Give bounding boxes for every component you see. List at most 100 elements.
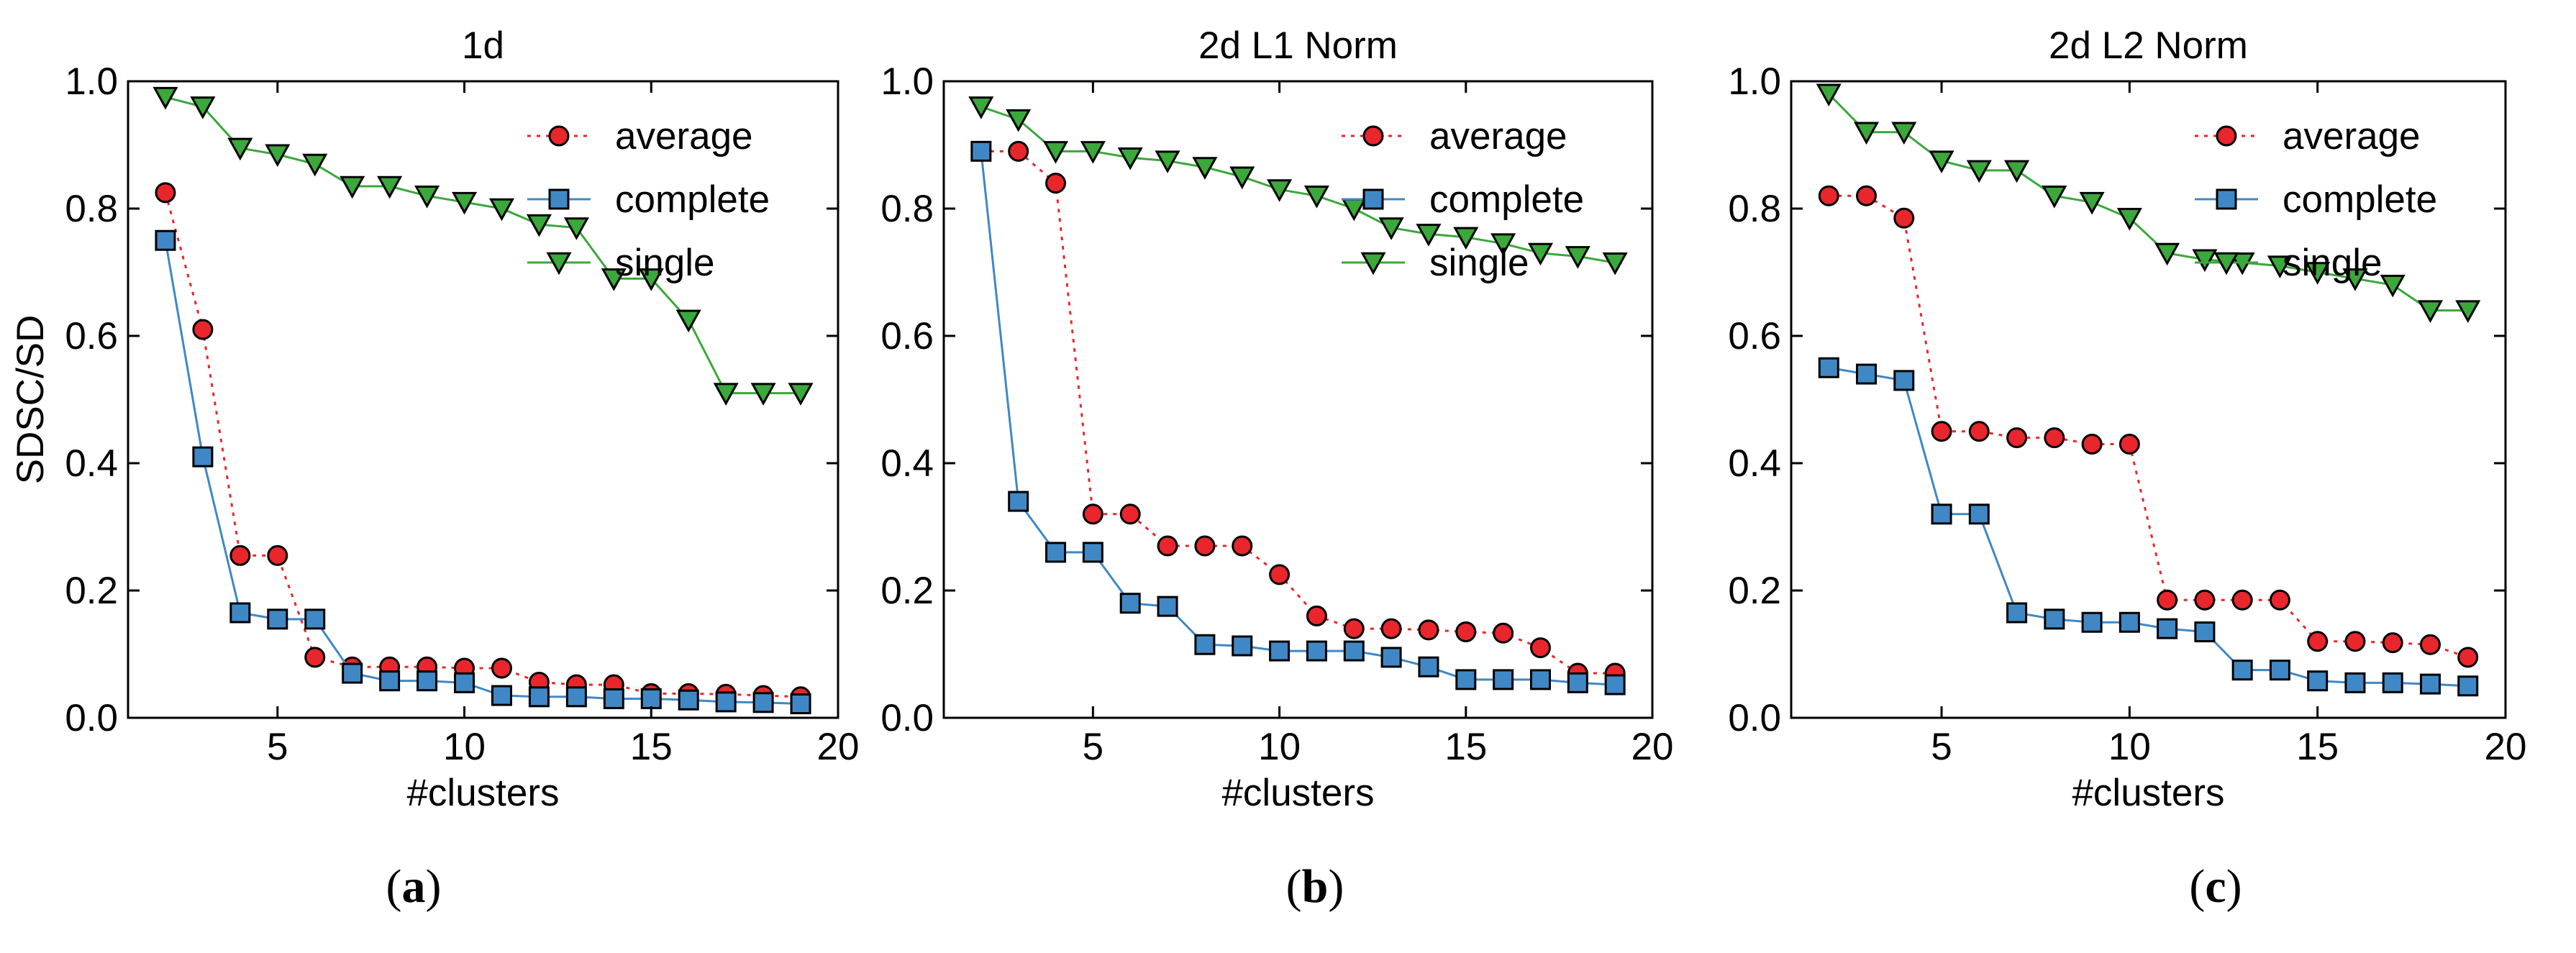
panel-1-series-single-point xyxy=(601,268,627,291)
panel-3-series-average-point xyxy=(1931,421,1952,442)
panel-2-series-complete-point xyxy=(970,140,992,162)
panel-2-series-single-point xyxy=(1416,224,1442,247)
panel-1-series-single-point xyxy=(377,175,403,199)
panel-1-series-single-point xyxy=(788,383,814,406)
panel-3-series-average-point xyxy=(1893,207,1915,229)
panel-1-series-complete-point xyxy=(603,688,624,709)
panel-1-series-average-point xyxy=(192,319,214,340)
panel-3-series-single-point xyxy=(2116,208,2142,231)
panel-1-series-single-point xyxy=(563,217,589,240)
panel-1-legend-label-single: single xyxy=(615,242,714,284)
panel-3-legend-marker-complete xyxy=(2216,188,2237,210)
panel-3-series-single-point xyxy=(2267,255,2293,278)
panel-2-series-complete-point xyxy=(1157,596,1178,617)
caption-a: (a) xyxy=(386,860,442,913)
panel-3-series-complete-point xyxy=(1856,363,1878,385)
panel-2-series-average-point xyxy=(1194,535,1216,557)
panel-3-title: 2d L2 Norm xyxy=(2049,24,2248,67)
panel-3-series-average-point xyxy=(2006,427,2028,449)
panel-1-legend-marker-average xyxy=(548,125,570,147)
panel-2: 2d L1 Norm 0.0 0.2 0.4 0.6 0.8 1.0 5 10 15 20 #clus… xyxy=(880,24,1673,814)
panel-2-series-average-point xyxy=(1045,173,1067,194)
panel-3-series-average-point xyxy=(2081,433,2103,455)
panel-3-series-single-point xyxy=(2154,242,2180,266)
panel-3-ytick-label: 0.2 xyxy=(1728,570,1781,612)
panel-2-series-average-point xyxy=(1380,618,1402,639)
panel-3-series-complete-point xyxy=(2194,621,2216,643)
panel-3-legend-marker-average xyxy=(2216,125,2237,147)
panel-3-series-complete-point xyxy=(2081,611,2103,633)
panel-3-series-complete-point xyxy=(2344,672,2366,693)
panel-3-ytick-label: 0.6 xyxy=(1728,315,1781,357)
panel-2-series-average-point xyxy=(1343,618,1365,639)
panel-1-series-complete-point xyxy=(528,686,550,708)
caption-c: (c) xyxy=(2189,860,2242,913)
panel-1-series-complete-point xyxy=(304,608,326,630)
panel-3-legend-label-single: single xyxy=(2283,242,2382,284)
panel-3-series-average-point xyxy=(2044,427,2065,449)
panel-3-series-average-point xyxy=(2118,433,2140,455)
panel-1-series-average-point xyxy=(267,544,288,566)
panel-2-series-average-point xyxy=(1455,621,1477,643)
caption-b: (b) xyxy=(1285,860,1344,913)
panel-2-series-complete-point xyxy=(1194,634,1216,655)
panel-1-xlabel: #clusters xyxy=(406,772,559,814)
panel-3-series-complete-point xyxy=(2419,673,2441,695)
panel-1-series-complete-point xyxy=(454,672,475,693)
panel-1-series-average-point xyxy=(229,544,251,566)
panel-1-xtick-label: 5 xyxy=(267,726,288,768)
panel-3-series-single-point xyxy=(2192,249,2218,273)
panel-2-ytick-label: 1.0 xyxy=(880,60,934,103)
panel-2-series-single-point xyxy=(1042,141,1069,164)
panel-2-series-single-point xyxy=(1527,242,1554,266)
panel-3-series-average-point xyxy=(2307,631,2329,652)
panel-3-series-average-point xyxy=(2382,632,2403,654)
panel-1-series-complete-point xyxy=(155,229,176,251)
panel-2-series-complete-point xyxy=(1567,672,1588,693)
panel-2-series-complete-point xyxy=(1380,647,1402,668)
panel-3-xtick-label: 5 xyxy=(1931,726,1952,768)
panel-1-series-complete-point xyxy=(491,685,512,706)
panel-2-series-single-point xyxy=(1155,150,1180,173)
panel-2-legend-label-average: average xyxy=(1429,115,1567,158)
panel-1-series-single-point xyxy=(488,198,515,222)
panel-2-series-complete-point xyxy=(1045,542,1067,563)
panel-1-series-complete-point xyxy=(192,446,214,468)
panel-2-xtick-label: 15 xyxy=(1444,726,1487,768)
panel-1-legend-marker-single xyxy=(546,252,572,275)
panel-2-series-complete-point xyxy=(1082,542,1103,563)
panel-1-series-single-point xyxy=(302,153,328,177)
panel-2-ytick-label: 0.0 xyxy=(880,697,934,739)
panel-1-series-single-point xyxy=(153,86,178,110)
panel-1-series-complete-point xyxy=(229,602,251,624)
panel-2-series-complete-point xyxy=(1119,593,1141,614)
panel-2-series-single-point xyxy=(1006,109,1032,132)
panel-1-series-single-point xyxy=(451,191,478,215)
panel-3-series-complete-point xyxy=(2006,602,2028,624)
panel-3-series-average-point xyxy=(1818,185,1839,206)
panel-1-series-single-point xyxy=(414,186,440,209)
panel-1-series-single-point xyxy=(526,214,552,237)
panel-2-series-single-point xyxy=(1378,217,1404,240)
panel-2-legend-entry-single: single xyxy=(1342,242,1529,284)
panel-2-series-complete-point xyxy=(1232,635,1253,657)
panel-2-series-single-point xyxy=(1192,157,1218,180)
panel-1-ytick-label: 0.8 xyxy=(65,188,118,230)
caption-b-letter: b xyxy=(1301,860,1329,913)
panel-3-series-single-point xyxy=(2417,300,2444,323)
panel-2-legend-label-single: single xyxy=(1429,242,1529,284)
panel-2-ytick-label: 0.8 xyxy=(880,188,934,230)
panel-2-series-single-point xyxy=(1080,141,1106,164)
panel-2-series-average-point xyxy=(1493,622,1514,644)
panel-1: 1d 0.0 0.2 0.4 0.6 0.8 1.0 5 10 15 20 #clusters SDSC… xyxy=(9,24,859,814)
panel-1-series-complete-point xyxy=(752,692,774,713)
panel-3-ytick-label: 0.4 xyxy=(1728,442,1781,485)
panel-3-series-single-point xyxy=(1816,83,1842,107)
panel-3-series-single-point xyxy=(2455,300,2481,323)
panel-3-series-single-point xyxy=(1966,160,1992,183)
panel-3-series-complete-point xyxy=(1818,357,1839,378)
panel-3-series-single-point xyxy=(1929,150,1954,173)
panel-3-frame xyxy=(1790,80,2507,719)
panel-1-series-single-point xyxy=(340,175,365,199)
